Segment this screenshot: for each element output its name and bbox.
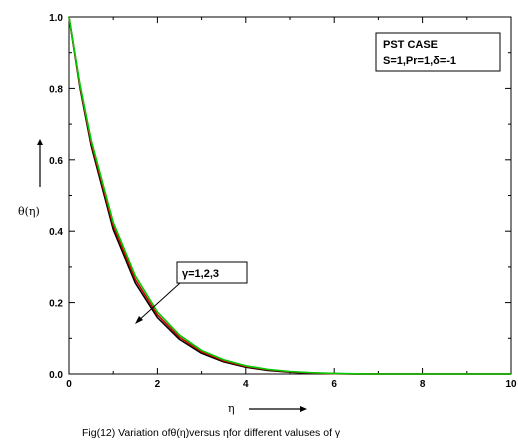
x-tick-label: 0 bbox=[66, 379, 72, 390]
annotation-frame bbox=[176, 261, 248, 284]
tick-labels: 0 2 4 6 8 10 0.0 0.2 0.4 0.6 0.8 1.0 bbox=[49, 13, 517, 390]
annotation-text: γ=1,2,3 bbox=[182, 268, 219, 280]
y-tick-label: 0.8 bbox=[49, 84, 63, 95]
series-line-3 bbox=[68, 16, 511, 375]
legend-line-1: PST CASE bbox=[383, 39, 438, 51]
gamma-annotation: γ=1,2,3 bbox=[135, 261, 248, 324]
legend-line-2: S=1,Pr=1,δ=-1 bbox=[383, 55, 456, 67]
x-tick-label: 2 bbox=[155, 379, 161, 390]
y-tick-label: 0.0 bbox=[49, 370, 63, 381]
figure-caption: Fig(12) Variation ofθ(η)versus ηfor diff… bbox=[82, 427, 341, 439]
annotation-arrow-line bbox=[136, 282, 181, 323]
y-tick-label: 1.0 bbox=[49, 13, 63, 24]
y-tick-label: 0.4 bbox=[49, 227, 63, 238]
y-axis-label: θ(η) bbox=[18, 205, 40, 218]
y-tick-label: 0.6 bbox=[49, 156, 63, 167]
x-tick-label: 4 bbox=[243, 379, 249, 390]
x-tick-label: 8 bbox=[420, 379, 426, 390]
series-group bbox=[68, 16, 511, 375]
y-label-arrowhead bbox=[37, 139, 43, 145]
legend-box: PST CASE S=1,Pr=1,δ=-1 bbox=[375, 32, 501, 72]
y-axis-label-group: θ(η) bbox=[18, 139, 43, 218]
x-axis-label-group: η bbox=[228, 402, 307, 415]
x-axis-label: η bbox=[228, 402, 235, 415]
x-tick-label: 10 bbox=[505, 379, 517, 390]
x-label-arrowhead bbox=[300, 406, 307, 412]
annotation-arrowhead bbox=[135, 316, 143, 324]
legend-frame bbox=[375, 32, 501, 72]
y-tick-label: 0.2 bbox=[49, 299, 63, 310]
x-tick-label: 6 bbox=[331, 379, 337, 390]
